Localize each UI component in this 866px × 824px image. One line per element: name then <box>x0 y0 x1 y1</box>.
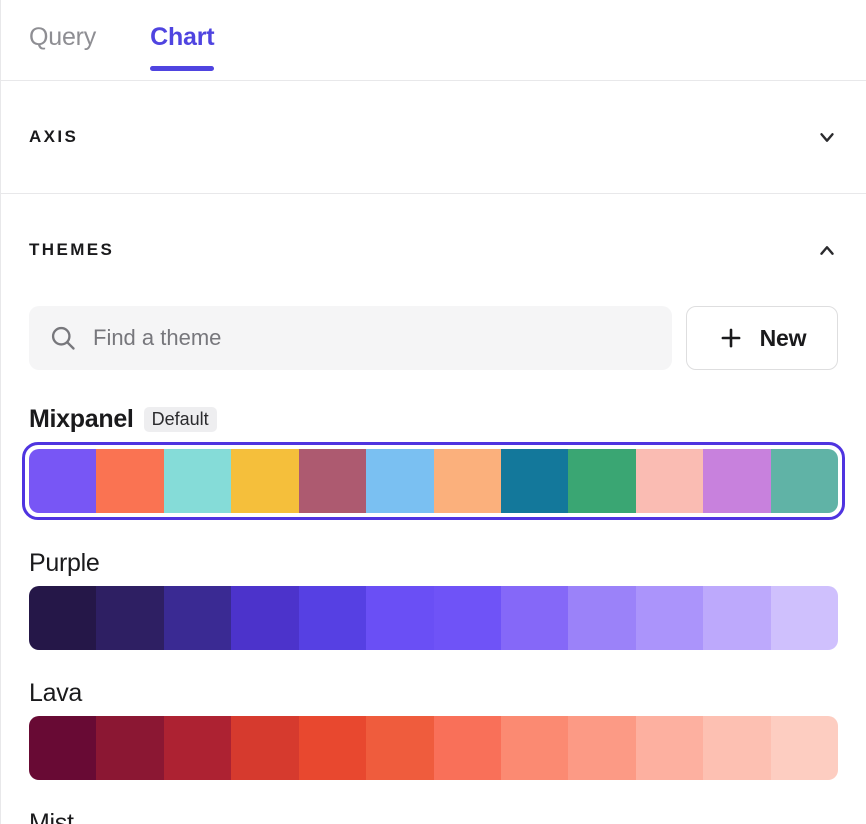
theme-header: Lava <box>29 678 838 708</box>
color-swatch <box>163 586 232 650</box>
color-swatch <box>231 449 299 513</box>
color-swatch <box>500 586 569 650</box>
themes-body: New Mixpanel Default Purple Lava Mist <box>1 306 866 824</box>
theme-swatch-strip[interactable] <box>29 716 838 780</box>
color-swatch <box>770 586 838 650</box>
swatch-row <box>29 586 838 650</box>
color-swatch <box>29 586 97 650</box>
color-swatch <box>298 716 367 780</box>
section-title-axis: AXIS <box>29 127 79 146</box>
color-swatch <box>29 716 97 780</box>
section-divider-axis <box>1 193 866 194</box>
theme-swatch-strip-selected[interactable] <box>22 442 845 520</box>
color-swatch <box>96 586 164 650</box>
swatch-row <box>29 449 838 513</box>
color-swatch <box>635 586 704 650</box>
color-swatch <box>433 449 501 513</box>
tab-chart[interactable]: Chart <box>150 0 215 81</box>
color-swatch <box>703 449 771 513</box>
color-swatch <box>433 586 501 650</box>
color-swatch <box>96 716 164 780</box>
color-swatch <box>433 716 501 780</box>
theme-item[interactable]: Lava <box>29 678 838 780</box>
theme-name: Mist <box>29 808 74 824</box>
section-header-themes[interactable]: THEMES <box>1 194 866 306</box>
chevron-down-icon[interactable] <box>816 126 838 148</box>
color-swatch <box>770 716 838 780</box>
panel-tabs: Query Chart <box>1 0 866 81</box>
color-swatch <box>366 449 434 513</box>
color-swatch <box>568 716 636 780</box>
theme-header: Mist <box>29 808 838 824</box>
swatch-row <box>29 716 838 780</box>
new-theme-button[interactable]: New <box>686 306 838 370</box>
theme-list: Mixpanel Default Purple Lava Mist <box>22 404 845 824</box>
tab-active-indicator <box>150 66 215 71</box>
search-input[interactable] <box>93 325 652 351</box>
section-header-axis[interactable]: AXIS <box>1 81 866 193</box>
theme-item[interactable]: Mixpanel Default <box>22 404 845 520</box>
theme-swatch-strip[interactable] <box>29 586 838 650</box>
color-swatch <box>163 716 232 780</box>
color-swatch <box>298 586 367 650</box>
color-swatch <box>366 586 434 650</box>
chevron-up-icon[interactable] <box>816 239 838 261</box>
theme-header: Mixpanel Default <box>29 404 838 434</box>
color-swatch <box>231 586 299 650</box>
theme-item[interactable]: Purple <box>29 548 838 650</box>
tab-query[interactable]: Query <box>29 0 96 81</box>
color-swatch <box>298 449 367 513</box>
color-swatch <box>635 716 704 780</box>
theme-item[interactable]: Mist <box>29 808 838 824</box>
color-swatch <box>29 449 97 513</box>
color-swatch <box>703 716 771 780</box>
section-title-themes: THEMES <box>29 240 115 259</box>
color-swatch <box>500 716 569 780</box>
new-theme-label: New <box>759 324 807 351</box>
color-swatch <box>163 449 232 513</box>
theme-name: Mixpanel <box>29 404 134 433</box>
tab-chart-label: Chart <box>150 23 215 51</box>
color-swatch <box>96 449 164 513</box>
color-swatch <box>635 449 704 513</box>
color-swatch <box>366 716 434 780</box>
search-icon <box>49 324 77 352</box>
tab-query-label: Query <box>29 23 97 51</box>
theme-name: Lava <box>29 678 83 707</box>
color-swatch <box>568 449 636 513</box>
themes-toolbar: New <box>29 306 838 370</box>
plus-icon <box>718 325 744 351</box>
color-swatch <box>770 449 838 513</box>
theme-search-box[interactable] <box>29 306 672 370</box>
theme-name: Purple <box>29 548 100 577</box>
color-swatch <box>568 586 636 650</box>
color-swatch <box>231 716 299 780</box>
color-swatch <box>500 449 569 513</box>
theme-header: Purple <box>29 548 838 578</box>
default-badge: Default <box>143 406 217 432</box>
color-swatch <box>703 586 771 650</box>
